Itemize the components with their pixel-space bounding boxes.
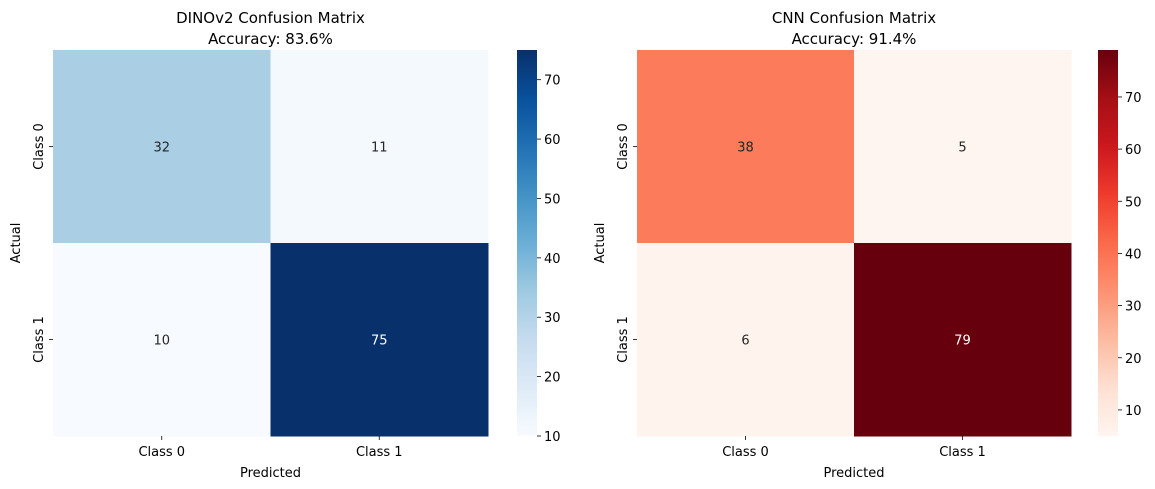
heatmap-cell-0-0-1 [270, 50, 489, 244]
colorbar-tick-label-0-0: 10 [544, 430, 561, 445]
cell-value-0-0-1: 11 [371, 141, 388, 156]
cell-value-1-0-0: 38 [737, 141, 754, 156]
cell-value-1-1-0: 6 [741, 334, 749, 349]
heatmap-panel-1: CNN Confusion Matrix Accuracy: 91.4% 38 5 6 7… [593, 9, 1142, 481]
y-axis-label-1: Actual [593, 223, 608, 264]
colorbar-tick-label-0-3: 40 [544, 252, 561, 267]
heatmap-cell-0-1-0 [53, 243, 271, 437]
colorbar-tick-label-1-6: 70 [1125, 91, 1142, 106]
chart-subtitle-0: Accuracy: 83.6% [208, 30, 333, 48]
x-tick-label-0-0: Class 0 [138, 445, 185, 460]
colorbar-0 [517, 50, 537, 436]
colorbar-tick-label-1-1: 20 [1125, 352, 1142, 367]
colorbar-tick-label-0-1: 20 [544, 371, 561, 386]
cell-value-0-0-0: 32 [153, 141, 170, 156]
heatmap-cell-0-0-0 [53, 50, 271, 244]
y-tick-label-1-0: Class 0 [616, 123, 631, 170]
colorbar-tick-label-1-3: 40 [1125, 247, 1142, 262]
colorbar-tick-label-1-5: 60 [1125, 143, 1142, 158]
colorbar-tick-label-0-6: 70 [544, 74, 561, 89]
heatmap-cell-1-1-1 [854, 243, 1072, 437]
y-tick-label-1-1: Class 1 [616, 316, 631, 363]
colorbar-tick-label-1-4: 50 [1125, 195, 1142, 210]
x-tick-label-1-0: Class 0 [722, 445, 769, 460]
colorbar-tick-label-0-5: 60 [544, 133, 561, 148]
x-axis-label-1: Predicted [823, 466, 884, 481]
cell-value-1-1-1: 79 [954, 334, 971, 349]
cell-value-0-1-0: 10 [153, 334, 170, 349]
heatmap-cell-0-1-1 [270, 243, 489, 437]
cell-value-1-0-1: 5 [958, 141, 966, 156]
colorbar-tick-label-1-0: 10 [1125, 404, 1142, 419]
chart-subtitle-1: Accuracy: 91.4% [792, 30, 917, 48]
y-tick-label-0-0: Class 0 [32, 123, 47, 170]
y-axis-label-0: Actual [9, 223, 24, 264]
colorbar-1 [1098, 50, 1118, 436]
heatmap-panel-0: DINOv2 Confusion Matrix Accuracy: 83.6% 32… [9, 9, 561, 481]
x-axis-label-0: Predicted [240, 466, 301, 481]
chart-title-0: DINOv2 Confusion Matrix [176, 9, 365, 27]
colorbar-tick-label-0-4: 50 [544, 192, 561, 207]
y-tick-label-0-1: Class 1 [32, 316, 47, 363]
colorbar-tick-label-1-2: 30 [1125, 300, 1142, 315]
x-tick-label-1-1: Class 1 [939, 445, 986, 460]
x-tick-label-0-1: Class 1 [356, 445, 403, 460]
colorbar-tick-label-0-2: 30 [544, 311, 561, 326]
heatmap-cell-1-1-0 [637, 243, 855, 437]
heatmap-cell-1-0-1 [854, 50, 1072, 244]
chart-title-1: CNN Confusion Matrix [772, 9, 936, 27]
cell-value-0-1-1: 75 [371, 334, 388, 349]
heatmap-cell-1-0-0 [637, 50, 855, 244]
